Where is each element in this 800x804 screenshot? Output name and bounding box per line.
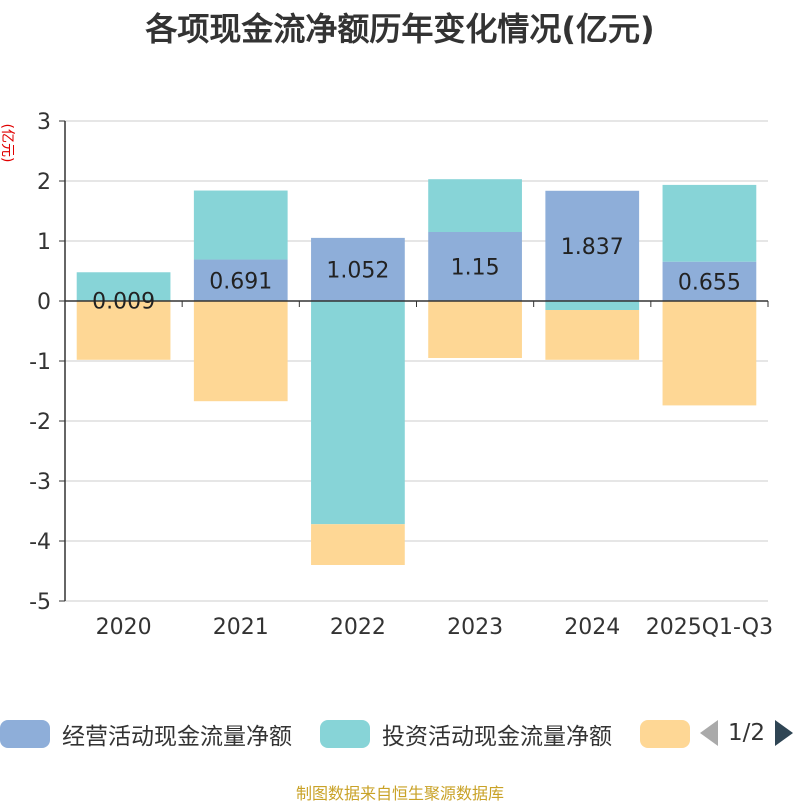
source-note: 制图数据来自恒生聚源数据库 <box>295 784 504 803</box>
x-tick-label: 2025Q1-Q3 <box>646 615 773 640</box>
legend-swatch-operating <box>0 720 50 748</box>
x-tick-label: 2022 <box>330 615 386 640</box>
legend-page-indicator: 1/2 <box>728 720 766 746</box>
bar-investing-2022 <box>311 301 405 525</box>
bar-financing-2025Q1-Q3 <box>662 301 757 406</box>
bar-financing-2024 <box>545 310 640 360</box>
y-tick-label: 0 <box>37 290 51 315</box>
data-label: 0.691 <box>209 269 272 294</box>
bar-operating-2021 <box>193 259 288 301</box>
x-tick-label: 2020 <box>96 615 152 640</box>
y-tick-label: -2 <box>29 410 51 435</box>
y-tick-label: 3 <box>37 110 51 135</box>
bar-operating-2025Q1-Q3 <box>662 261 757 301</box>
legend-label-operating: 经营活动现金流量净额 <box>62 724 292 750</box>
bar-investing-2025Q1-Q3 <box>662 184 757 262</box>
legend: 经营活动现金流量净额 投资活动现金流量净额 1/2 <box>0 716 800 756</box>
bar-investing-2024 <box>545 301 640 310</box>
bar-operating-2024 <box>545 190 640 301</box>
bar-financing-2021 <box>193 301 288 402</box>
x-tick-label: 2021 <box>213 615 269 640</box>
y-axis-label: (亿元) <box>0 124 15 163</box>
x-tick-label: 2023 <box>447 615 503 640</box>
y-tick-label: -3 <box>29 470 51 495</box>
y-tick-label: 1 <box>37 230 51 255</box>
data-label: 0.009 <box>92 290 155 315</box>
bar-investing-2023 <box>428 179 522 232</box>
legend-item-investing[interactable]: 投资活动现金流量净额 <box>320 716 612 752</box>
legend-label-investing: 投资活动现金流量净额 <box>382 724 612 750</box>
bar-operating-2023 <box>428 232 522 301</box>
bar-financing-2020 <box>76 301 171 360</box>
data-label: 0.655 <box>678 270 741 295</box>
legend-prev-icon[interactable] <box>700 720 718 746</box>
data-label: 1.15 <box>451 256 500 281</box>
legend-item-operating[interactable]: 经营活动现金流量净额 <box>0 716 292 752</box>
legend-swatch-investing <box>320 720 370 748</box>
y-tick-label: -4 <box>29 530 51 555</box>
legend-pager: 1/2 <box>700 720 794 746</box>
legend-next-icon[interactable] <box>775 720 794 746</box>
legend-item-financing[interactable] <box>640 716 690 752</box>
x-tick-label: 2024 <box>564 615 620 640</box>
legend-swatch-financing <box>640 720 690 748</box>
chart-plot: (亿元) 3 2 1 0 -1 -2 -3 -4 -5 2020 2021 2022 2023 2024 2… <box>0 110 773 640</box>
bar-investing-2020 <box>76 272 171 301</box>
y-tick-label: 2 <box>37 170 51 195</box>
bar-financing-2023 <box>428 301 522 358</box>
bar-operating-2022 <box>311 237 405 301</box>
y-tick-label: -5 <box>29 590 51 615</box>
bar-financing-2022 <box>311 524 405 565</box>
bar-investing-2021 <box>193 190 288 260</box>
chart-title: 各项现金流净额历年变化情况(亿元) <box>145 10 655 48</box>
data-label: 1.837 <box>561 235 624 260</box>
data-label: 1.052 <box>326 258 389 283</box>
y-tick-label: -1 <box>29 350 51 375</box>
